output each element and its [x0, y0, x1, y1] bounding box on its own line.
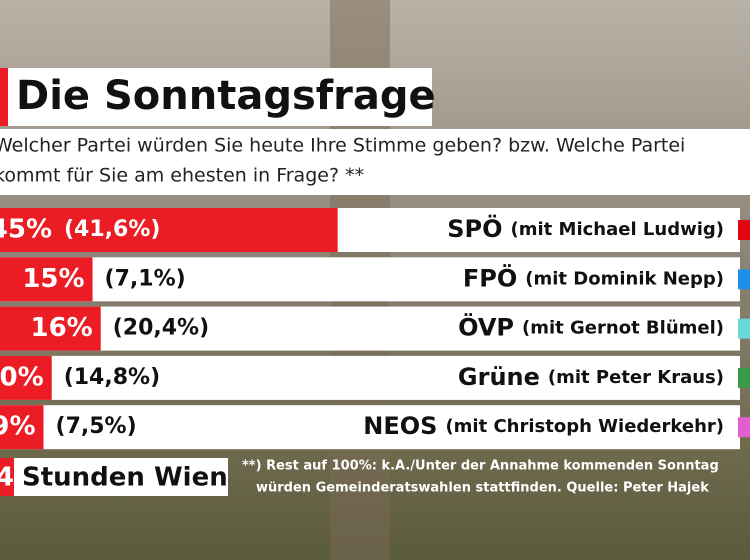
brand-box	[0, 458, 228, 496]
footnote: **) Rest auf 100%: k.A./Unter der Annahm…	[242, 459, 719, 474]
title: Die Sonntagsfrage	[16, 73, 436, 119]
party-color	[738, 367, 750, 388]
previous-label: (41,6%)	[64, 217, 160, 242]
bar	[0, 405, 44, 450]
party-color	[738, 220, 750, 240]
value-label: 15%	[22, 264, 84, 294]
candidate: (mit Dominik Nepp)	[525, 268, 724, 289]
brand-digits: 24	[0, 463, 14, 493]
subtitle-box	[0, 129, 750, 195]
previous-label: (14,8%)	[64, 365, 160, 390]
value-label: 45%	[0, 215, 52, 245]
party-color	[738, 318, 750, 339]
value-label: 9%	[0, 412, 36, 442]
party-color	[738, 269, 750, 290]
party: NEOS	[363, 412, 437, 440]
bar	[0, 208, 338, 252]
candidate: (mit Michael Ludwig)	[511, 219, 724, 240]
row-band	[0, 355, 740, 400]
row-band	[0, 405, 740, 450]
party-name: FPÖ (mit Dominik Nepp)	[463, 262, 724, 292]
party: FPÖ	[463, 262, 517, 292]
title-box	[0, 68, 432, 126]
value-label: 16%	[30, 313, 92, 343]
bar	[0, 355, 52, 400]
previous-label: (7,1%)	[105, 266, 186, 291]
candidate: (mit Christoph Wiederkehr)	[445, 416, 724, 437]
party-color	[738, 417, 750, 438]
candidate: (mit Gernot Blümel)	[522, 318, 724, 339]
row-band	[0, 257, 740, 302]
party: Grüne	[458, 363, 540, 391]
value-label: 10%	[0, 362, 44, 392]
bar	[0, 306, 101, 351]
subtitle-line: kommt für Sie am ehesten in Frage? **	[0, 165, 364, 187]
party: ÖVP	[458, 312, 514, 342]
party-name: ÖVP (mit Gernot Blümel)	[458, 312, 724, 342]
party-name: SPÖ (mit Michael Ludwig)	[447, 213, 724, 243]
brand: Stunden Wien	[22, 463, 228, 493]
row-band	[0, 306, 740, 351]
subtitle-line: Welcher Partei würden Sie heute Ihre Sti…	[0, 135, 685, 157]
footnote: würden Gemeinderatswahlen stattfinden. Q…	[256, 481, 709, 496]
party-name: NEOS (mit Christoph Wiederkehr)	[363, 412, 724, 440]
bar	[0, 257, 93, 302]
title-accent	[0, 68, 8, 126]
brand-accent	[0, 458, 14, 496]
previous-label: (7,5%)	[56, 414, 137, 439]
previous-label: (20,4%)	[113, 316, 209, 341]
party: SPÖ	[447, 213, 502, 243]
party-name: Grüne (mit Peter Kraus)	[458, 363, 724, 391]
candidate: (mit Peter Kraus)	[548, 367, 724, 388]
